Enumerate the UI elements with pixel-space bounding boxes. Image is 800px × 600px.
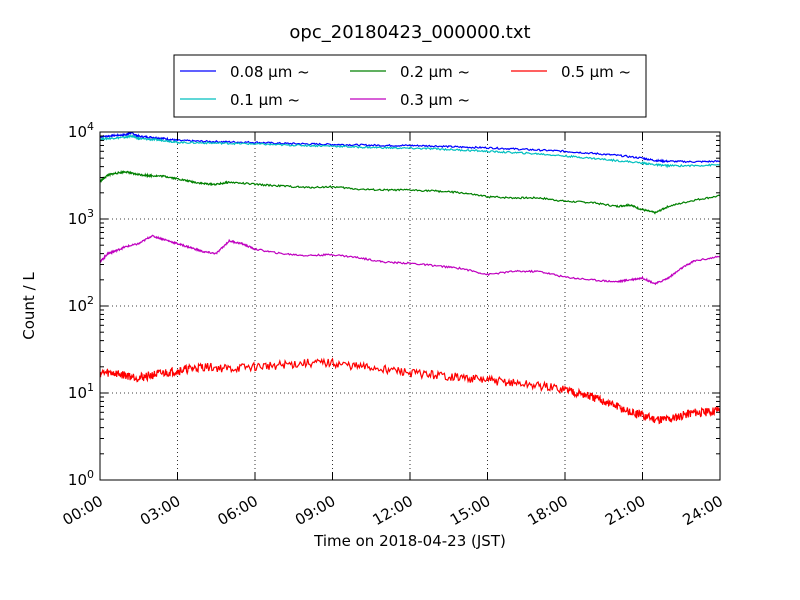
chart-title: opc_20180423_000000.txt — [289, 22, 530, 43]
series-line — [100, 133, 720, 169]
y-tick-label: 100 — [68, 468, 94, 489]
series-line — [100, 357, 720, 425]
legend-box — [173, 54, 647, 118]
y-tick-exponent: 2 — [87, 294, 94, 307]
legend-label: 0.2 μm ~ — [400, 63, 470, 81]
plot-area — [100, 132, 720, 425]
y-tick-exponent: 4 — [87, 120, 94, 133]
y-tick-exponent: 0 — [87, 468, 94, 481]
grid-lines — [100, 132, 720, 480]
y-tick-exponent: 3 — [87, 207, 94, 220]
y-tick-base: 10 — [68, 384, 87, 402]
series-line — [100, 169, 720, 215]
y-tick-base: 10 — [68, 297, 87, 315]
series-line — [100, 132, 720, 164]
legend-label: 0.5 μm ~ — [561, 63, 631, 81]
y-tick-exponent: 1 — [87, 381, 94, 394]
y-tick-label: 101 — [68, 381, 94, 402]
legend: 0.08 μm ~ 0.1 μm ~ 0.2 μm ~ 0.3 μm ~ 0.5 μm … — [173, 54, 647, 118]
x-axis-label: Time on 2018-04-23 (JST) — [313, 532, 506, 550]
y-tick-label: 102 — [68, 294, 94, 315]
y-tick-base: 10 — [68, 210, 87, 228]
y-axis-label: Count / L — [20, 272, 38, 340]
legend-label: 0.08 μm ~ — [230, 63, 310, 81]
y-tick-base: 10 — [68, 471, 87, 489]
legend-label: 0.1 μm ~ — [230, 91, 300, 109]
legend-label: 0.3 μm ~ — [400, 91, 470, 109]
y-tick-label: 104 — [68, 120, 94, 141]
y-tick-base: 10 — [68, 123, 87, 141]
y-tick-label: 103 — [68, 207, 94, 228]
series-line — [100, 234, 720, 286]
